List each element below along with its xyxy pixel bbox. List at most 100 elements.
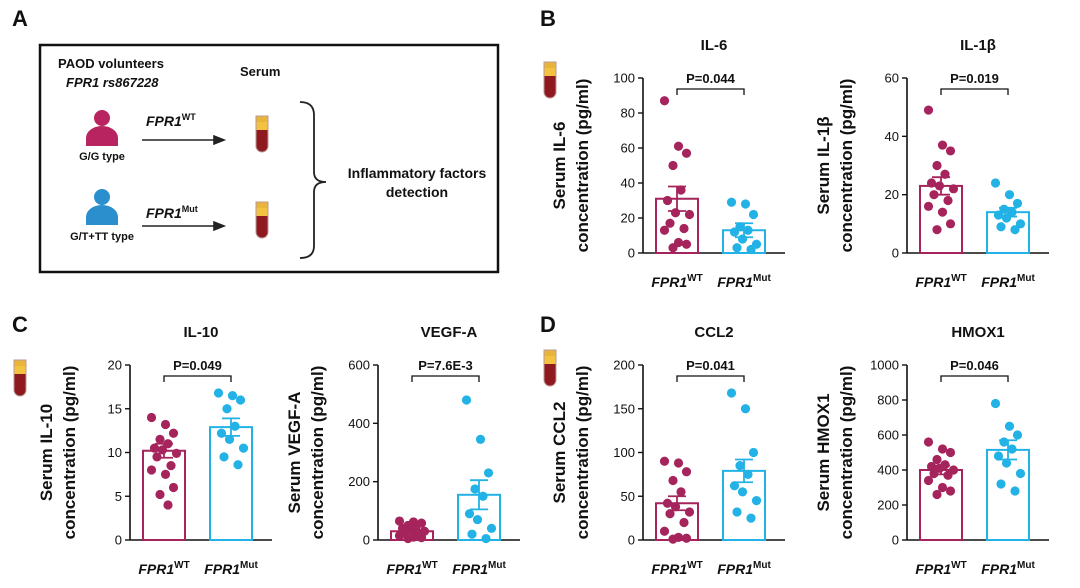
p-value: P=0.049 xyxy=(173,358,222,373)
y-tick-label: 100 xyxy=(613,445,635,460)
panel-frame xyxy=(38,43,500,274)
y-tick-label: 0 xyxy=(628,246,635,261)
data-point xyxy=(729,481,740,491)
data-point xyxy=(729,227,740,237)
data-point xyxy=(230,421,240,431)
tube-icon xyxy=(543,61,557,99)
data-point xyxy=(746,513,756,523)
data-point xyxy=(932,225,942,235)
data-point xyxy=(923,105,934,115)
y-axis-label: Serum VEGF-A xyxy=(285,392,304,514)
x-tick-label: FPR1WT xyxy=(651,560,702,577)
panel-label: B xyxy=(540,6,556,31)
data-point xyxy=(945,486,956,496)
y-tick-label: 40 xyxy=(621,176,635,191)
y-tick-label: 5 xyxy=(115,489,122,504)
y-axis-label: Serum CCL2 xyxy=(550,401,569,503)
genotype: G/G type xyxy=(79,151,125,163)
data-point xyxy=(743,225,753,235)
data-point xyxy=(475,434,486,444)
error-bar xyxy=(999,206,1017,218)
y-tick-label: 15 xyxy=(108,401,122,416)
significance-bracket xyxy=(676,88,745,95)
data-point xyxy=(1001,458,1012,468)
y-tick-label: 600 xyxy=(877,428,899,443)
data-point xyxy=(222,404,232,414)
error-bar xyxy=(222,417,240,437)
panel-label: A xyxy=(12,6,28,31)
panel-a: PAOD volunteers FPR1 rs867228 Serum G/G … xyxy=(38,43,500,274)
chart-title: IL-6 xyxy=(701,37,728,54)
y-tick-label: 1000 xyxy=(870,358,899,373)
data-point xyxy=(668,534,678,544)
data-point xyxy=(932,160,942,171)
tube-icon xyxy=(543,349,557,387)
y-tick-label: 60 xyxy=(885,71,899,86)
category-superscript: WT xyxy=(422,560,438,571)
data-point xyxy=(932,454,942,465)
bar-chart: CCL2 Serum CCL2 concentration (pg/ml) 0 50 10… xyxy=(550,324,785,577)
data-point xyxy=(945,219,956,229)
data-point xyxy=(923,475,934,486)
data-point xyxy=(943,195,953,206)
tube-icon xyxy=(255,115,269,153)
data-point xyxy=(748,209,759,220)
data-point xyxy=(726,197,737,207)
data-point xyxy=(726,388,737,398)
y-tick-label: 20 xyxy=(621,211,635,226)
data-point xyxy=(732,507,742,517)
x-tick-label: FPR1Mut xyxy=(717,560,771,577)
error-bar xyxy=(155,442,173,459)
data-point xyxy=(676,185,686,195)
y-tick-label: 60 xyxy=(621,141,635,156)
data-point xyxy=(681,148,692,158)
y-axis-label: Serum IL-6 xyxy=(550,122,569,210)
data-point xyxy=(993,451,1004,461)
data-point xyxy=(670,208,681,218)
y-axis-label: Serum IL-10 xyxy=(37,404,56,501)
p-value: P=7.6E-3 xyxy=(418,358,473,373)
category: FPR1 xyxy=(981,561,1017,577)
data-point xyxy=(1012,198,1023,209)
data-point xyxy=(1007,207,1017,217)
data-point xyxy=(163,500,173,510)
category-superscript: WT xyxy=(687,560,703,571)
y-tick-label: 0 xyxy=(892,533,899,548)
x-tick-label: FPR1WT xyxy=(915,560,966,577)
y-tick-label: 400 xyxy=(348,416,370,431)
gene-label: FPR1Mut xyxy=(146,204,198,221)
data-point xyxy=(990,178,1001,188)
data-point xyxy=(464,509,475,519)
y-tick-label: 0 xyxy=(115,533,122,548)
p-value: P=0.044 xyxy=(686,71,736,86)
data-point xyxy=(684,507,695,517)
data-point xyxy=(659,225,670,235)
serum-label: Serum xyxy=(240,64,280,79)
category-superscript: Mut xyxy=(1017,273,1035,284)
data-point xyxy=(923,437,934,447)
category-superscript: Mut xyxy=(753,560,771,571)
data-point xyxy=(461,395,472,405)
category: FPR1 xyxy=(386,561,422,577)
data-point xyxy=(668,243,678,253)
data-point xyxy=(168,428,179,438)
data-point xyxy=(668,160,678,171)
data-point xyxy=(937,207,948,217)
data-point xyxy=(743,469,753,479)
cohort-snp: FPR1 rs867228 xyxy=(66,75,159,90)
error-bar xyxy=(932,464,950,476)
data-point xyxy=(932,489,942,500)
p-value: P=0.046 xyxy=(950,358,999,373)
data-point xyxy=(926,178,937,188)
data-point xyxy=(235,395,246,405)
category: FPR1 xyxy=(452,561,488,577)
y-tick-label: 200 xyxy=(613,358,635,373)
error-bar xyxy=(999,439,1017,461)
data-point xyxy=(1012,430,1023,440)
arrows xyxy=(142,134,227,232)
data-point xyxy=(737,234,748,244)
y-tick-label: 80 xyxy=(621,106,635,121)
chart-title: IL-10 xyxy=(183,324,218,341)
allele: WT xyxy=(182,112,196,122)
data-point xyxy=(1010,486,1020,496)
